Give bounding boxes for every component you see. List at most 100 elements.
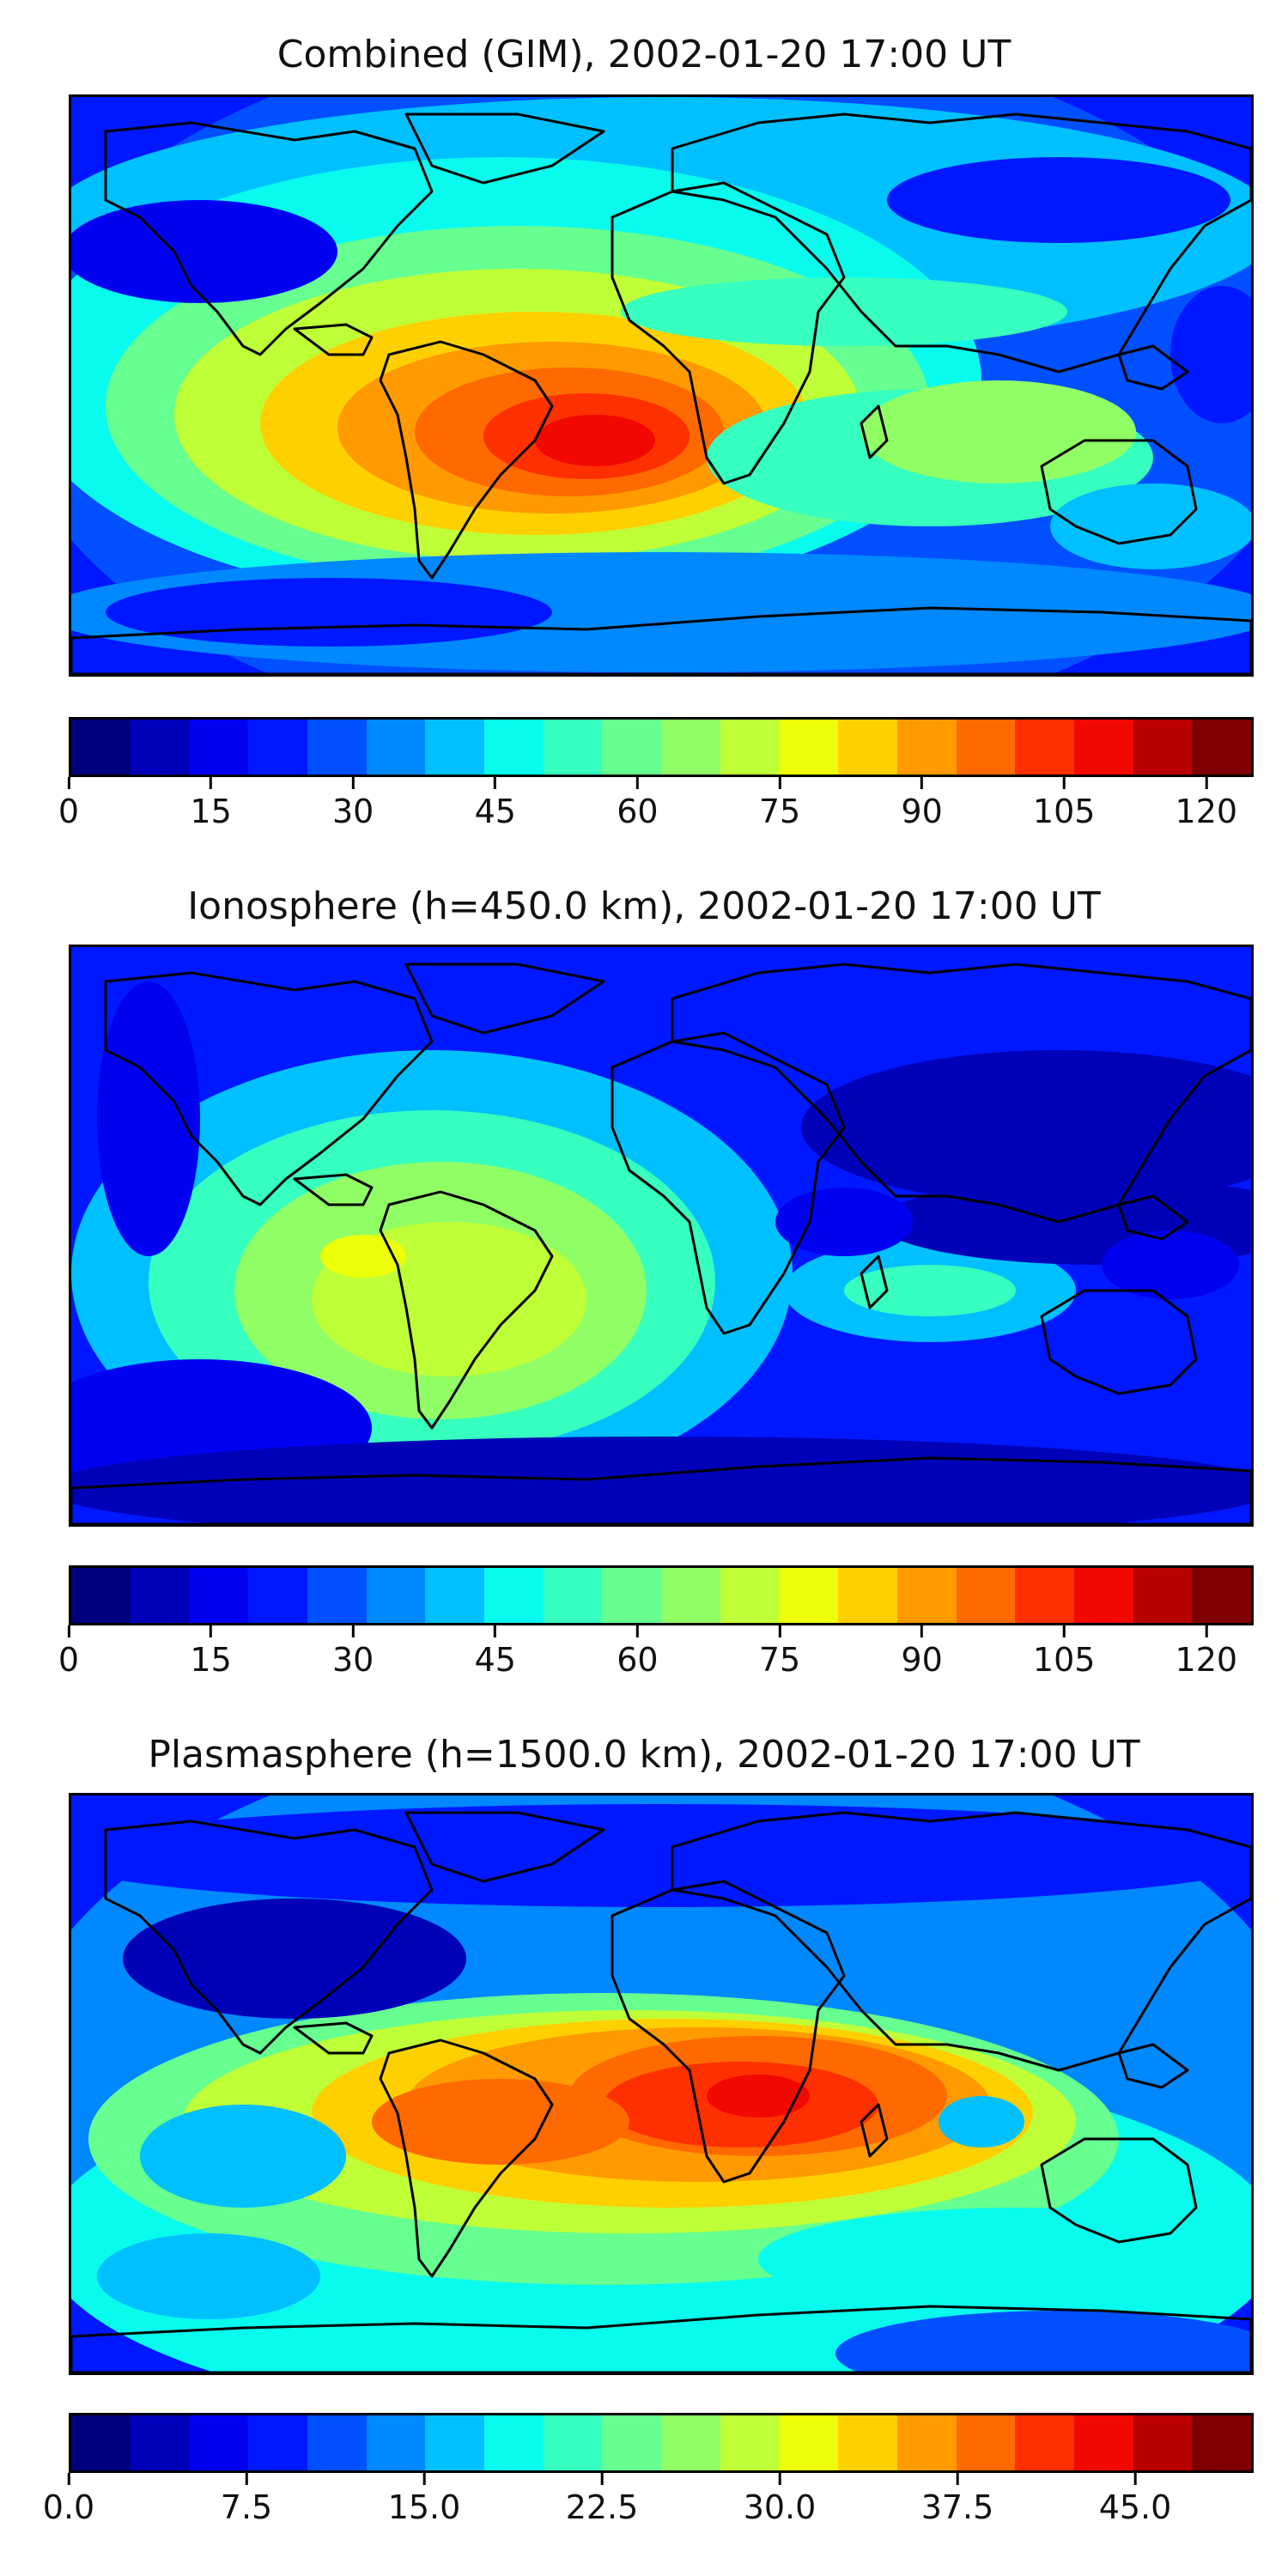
colorbar-segment <box>779 2415 839 2470</box>
colorbar-tick: 0 <box>58 1625 79 1679</box>
colorbar-segment <box>366 1568 426 1623</box>
colorbar-segment <box>1015 2415 1074 2470</box>
colorbar-segment <box>1133 1568 1193 1623</box>
colorbar-tick-label: 105 <box>1032 1641 1096 1679</box>
colorbar-ticks-ionosphere: 0 15 30 45 60 75 90 105 120 <box>58 1625 1254 1679</box>
colorbar-ionosphere <box>69 1565 1254 1625</box>
colorbar-tick-label: 30 <box>332 1641 374 1679</box>
colorbar-tick-label: 30 <box>332 793 374 830</box>
colorbar-ticks-plasmasphere: 0.0 7.5 15.0 22.5 30.0 37.5 45.0 <box>43 2473 1254 2526</box>
colorbar-tick: 45.0 <box>1099 2473 1171 2526</box>
colorbar-tick-label: 15 <box>190 793 232 830</box>
colorbar-segment <box>838 720 897 775</box>
colorbar-segment <box>1073 1568 1133 1623</box>
colorbar-tick: 0.0 <box>43 2473 94 2526</box>
colorbar-segment <box>1192 1568 1252 1623</box>
colorbar-segment <box>602 720 662 775</box>
colorbar-segment <box>1133 720 1193 775</box>
colorbar-plasmasphere <box>69 2413 1254 2473</box>
colorbar-segment <box>425 2415 484 2470</box>
map-combined-plot <box>71 97 1251 674</box>
colorbar-segment <box>661 720 720 775</box>
colorbar-segment <box>602 1568 662 1623</box>
map-ionosphere <box>69 945 1254 1527</box>
colorbar-tick-label: 90 <box>901 793 943 830</box>
colorbar-tick-label: 37.5 <box>920 2488 994 2526</box>
colorbar-segment <box>1015 1568 1074 1623</box>
colorbar-segment <box>1192 2415 1252 2470</box>
colorbar-tick: 37.5 <box>920 2473 994 2526</box>
colorbar-tick: 30 <box>332 777 374 830</box>
colorbar-tick: 22.5 <box>565 2473 639 2526</box>
colorbar-tick-label: 22.5 <box>565 2488 639 2526</box>
colorbar-segment <box>956 2415 1016 2470</box>
colorbar-tick: 15.0 <box>387 2473 461 2526</box>
colorbar-tick-label: 105 <box>1032 793 1096 830</box>
colorbar-segment <box>838 1568 897 1623</box>
panel-title-ionosphere: Ionosphere (h=450.0 km), 2002-01-20 17:0… <box>187 884 1101 928</box>
colorbar-ticks-combined: 0 15 30 45 60 75 90 105 120 <box>58 777 1254 830</box>
colorbar-tick: 60 <box>617 777 659 830</box>
colorbar-segment <box>602 2415 662 2470</box>
colorbar-tick-label: 15.0 <box>387 2488 461 2526</box>
colorbar-segment <box>189 720 249 775</box>
colorbar-segment <box>425 720 484 775</box>
colorbar-segment <box>838 2415 897 2470</box>
map-plasmasphere-plot <box>71 1795 1251 2372</box>
colorbar-segment <box>1133 2415 1193 2470</box>
colorbar-segment <box>543 720 603 775</box>
colorbar-segment <box>661 1568 720 1623</box>
colorbar-tick: 60 <box>617 1625 659 1679</box>
colorbar-tick: 30.0 <box>744 2473 816 2526</box>
colorbar-tick: 15 <box>190 777 232 830</box>
colorbar-segment <box>720 2415 780 2470</box>
colorbar-tick-label: 0.0 <box>42 2488 95 2526</box>
colorbar-segment <box>661 2415 720 2470</box>
colorbar-tick-label: 120 <box>1175 793 1238 830</box>
colorbar-tick-label: 0 <box>58 1641 80 1679</box>
colorbar-segment <box>543 2415 603 2470</box>
colorbar-tick: 105 <box>1032 777 1096 830</box>
colorbar-tick-label: 7.5 <box>220 2488 273 2526</box>
colorbar-tick: 0 <box>58 777 79 830</box>
colorbar-segment <box>366 720 426 775</box>
colorbar-segment <box>189 1568 249 1623</box>
colorbar-segment <box>956 720 1016 775</box>
colorbar-tick-label: 75 <box>758 793 801 830</box>
colorbar-segment <box>366 2415 426 2470</box>
colorbar-segment <box>248 1568 307 1623</box>
colorbar-tick: 45 <box>475 1625 516 1679</box>
colorbar-tick-label: 0 <box>58 793 80 830</box>
colorbar-segment <box>71 1568 131 1623</box>
colorbar-segment <box>720 720 780 775</box>
colorbar-segment <box>1015 720 1074 775</box>
panel-title-plasmasphere: Plasmasphere (h=1500.0 km), 2002-01-20 1… <box>148 1733 1140 1777</box>
colorbar-combined <box>69 717 1254 777</box>
colorbar-segment <box>1073 2415 1133 2470</box>
colorbar-tick: 45 <box>475 777 516 830</box>
colorbar-segment <box>189 2415 249 2470</box>
colorbar-segment <box>307 2415 367 2470</box>
colorbar-segment <box>543 1568 603 1623</box>
colorbar-segment <box>130 720 190 775</box>
panel-title-combined: Combined (GIM), 2002-01-20 17:00 UT <box>276 33 1012 76</box>
colorbar-segment <box>720 1568 780 1623</box>
colorbar-segment <box>896 720 957 775</box>
colorbar-tick: 90 <box>901 1625 943 1679</box>
colorbar-segment <box>779 1568 839 1623</box>
colorbar-segment <box>956 1568 1016 1623</box>
colorbar-tick-label: 45 <box>474 793 516 830</box>
colorbar-tick: 105 <box>1032 1625 1096 1679</box>
colorbar-tick-label: 90 <box>901 1641 943 1679</box>
colorbar-tick-label: 75 <box>758 1641 801 1679</box>
colorbar-tick-label: 15 <box>190 1641 232 1679</box>
colorbar-segment <box>248 720 307 775</box>
colorbar-tick: 120 <box>1175 777 1238 830</box>
colorbar-tick-label: 60 <box>617 1641 659 1679</box>
colorbar-segment <box>307 1568 367 1623</box>
colorbar-segment <box>130 2415 190 2470</box>
colorbar-segment <box>483 2415 544 2470</box>
colorbar-tick: 30 <box>332 1625 374 1679</box>
colorbar-tick-label: 45 <box>474 1641 516 1679</box>
colorbar-segment <box>779 720 839 775</box>
